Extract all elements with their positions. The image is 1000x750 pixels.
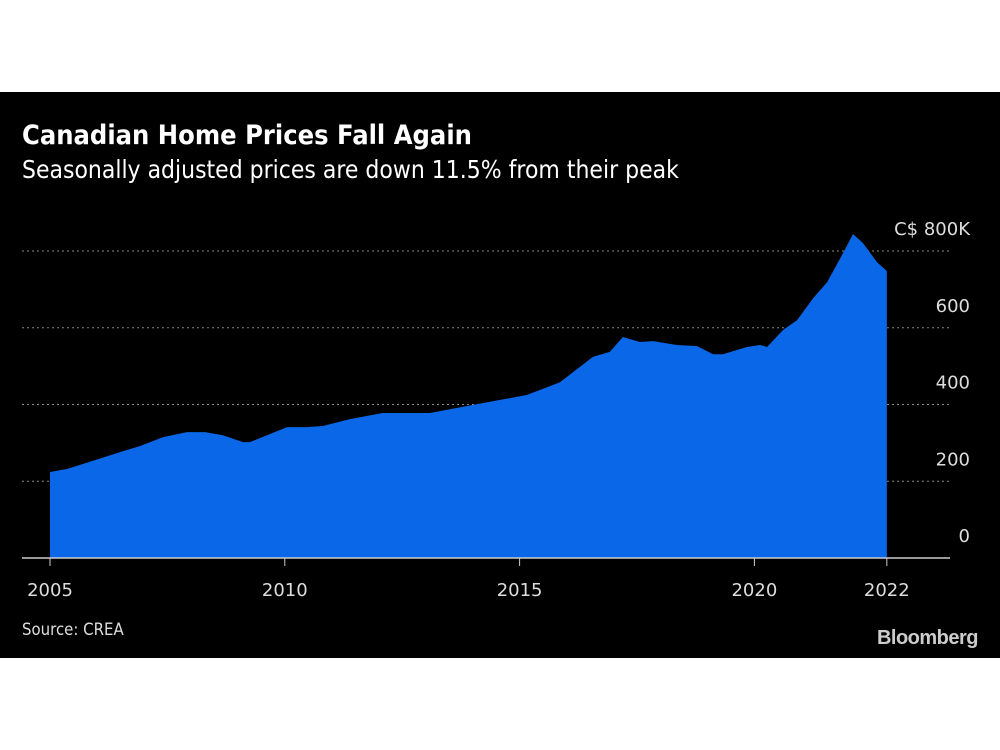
x-tick-label: 2020: [731, 580, 777, 601]
chart-title: Canadian Home Prices Fall Again: [22, 120, 472, 151]
x-tick-label: 2022: [864, 580, 910, 601]
y-tick-label: 400: [936, 373, 970, 394]
x-tick-label: 2010: [262, 580, 308, 601]
bloomberg-logo: Bloomberg: [876, 627, 979, 649]
x-tick-label: 2015: [497, 580, 543, 601]
source-note: Source: CREA: [22, 620, 124, 640]
x-tick-label: 2005: [27, 580, 73, 601]
chart-subtitle: Seasonally adjusted prices are down 11.5…: [22, 155, 679, 184]
y-tick-label: 0: [959, 526, 970, 547]
y-tick-label: C$ 800K: [894, 219, 971, 240]
y-tick-label: 600: [936, 296, 970, 317]
price-area: [50, 234, 887, 559]
y-tick-label: 200: [936, 449, 970, 470]
